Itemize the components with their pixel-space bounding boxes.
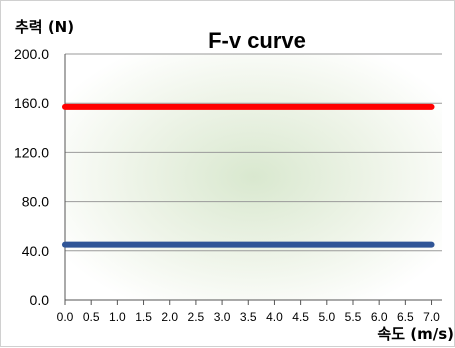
x-tick-label: 6.0 [371, 310, 388, 324]
x-tick-label: 2.5 [188, 310, 205, 324]
series-lines [62, 103, 435, 248]
x-tick-label: 5.0 [318, 310, 335, 324]
x-tick-label: 5.5 [345, 310, 362, 324]
plot-area [65, 54, 442, 300]
x-tick-labels: 0.0 0.5 1.0 1.5 2.0 2.5 3.0 3.5 4.0 4.5 5.0 5.5 6.0 6… [57, 300, 440, 324]
x-tick-label: 4.0 [266, 310, 283, 324]
y-tick-labels: 0.0 40.0 80.0 120.0 160.0 200.0 [14, 46, 49, 308]
x-tick-label: 0.0 [57, 310, 74, 324]
y-tick-label: 40.0 [22, 243, 49, 259]
y-tick-label: 80.0 [22, 194, 49, 210]
chart-title: F-v curve [208, 28, 306, 53]
y-tick-label: 120.0 [14, 144, 49, 160]
x-tick-label: 0.5 [83, 310, 100, 324]
x-tick-label: 3.5 [240, 310, 257, 324]
x-tick-label: 2.0 [161, 310, 178, 324]
x-tick-label: 3.0 [214, 310, 231, 324]
x-tick-label: 7.0 [423, 310, 440, 324]
y-axis-label: 추력 (N) [15, 18, 74, 36]
x-axis-label: 속도 (m/s) [377, 325, 454, 343]
x-tick-label: 1.0 [109, 310, 126, 324]
y-tick-label: 200.0 [14, 46, 49, 62]
x-tick-label: 1.5 [135, 310, 152, 324]
x-tick-label: 6.5 [397, 310, 414, 324]
y-tick-label: 0.0 [30, 292, 50, 308]
y-tick-label: 160.0 [14, 95, 49, 111]
gridlines [65, 53, 442, 252]
x-tick-label: 4.5 [292, 310, 309, 324]
